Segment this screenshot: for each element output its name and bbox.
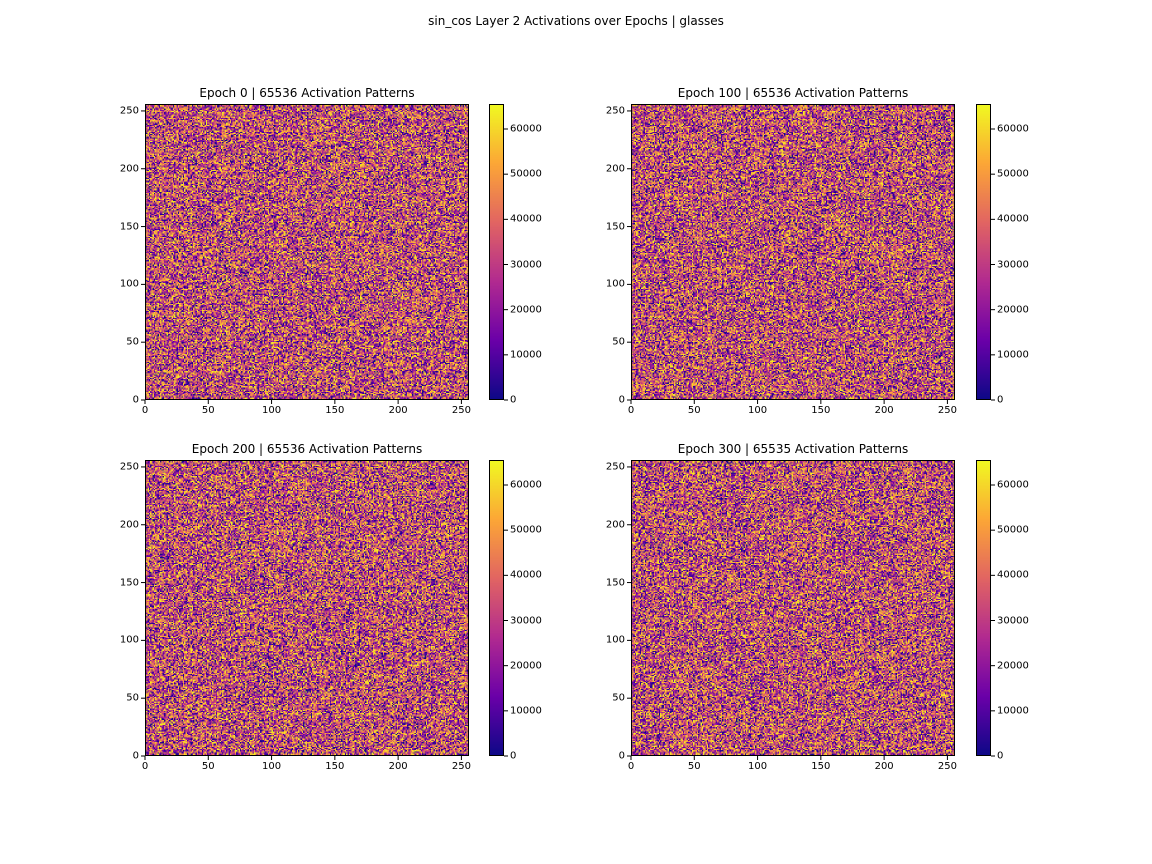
panel-3-xtick-label: 250 bbox=[451, 761, 471, 772]
panel-1-heatmap bbox=[145, 104, 469, 400]
panel-4-colorbar-tick-label: 30000 bbox=[997, 615, 1029, 626]
panel-1-colorbar bbox=[489, 104, 504, 400]
panel-3-colorbar-tick-label: 30000 bbox=[510, 615, 542, 626]
panel-3-colorbar bbox=[489, 460, 504, 756]
panel-2-colorbar-tick-label: 20000 bbox=[997, 304, 1029, 316]
panel-1-ytick-label: 0 bbox=[132, 394, 139, 406]
panel-3-ytick-label: 250 bbox=[119, 461, 139, 473]
panel-4-ytick-label: 200 bbox=[605, 519, 625, 531]
panel-3-colorbar-tick-label: 50000 bbox=[510, 524, 542, 536]
panel-2-title: Epoch 100 | 65536 Activation Patterns bbox=[677, 86, 909, 100]
panel-1-colorbar-tick-label: 40000 bbox=[510, 213, 542, 225]
panel-4-heatmap bbox=[631, 460, 955, 756]
panel-4-ytick-label: 100 bbox=[605, 634, 625, 646]
panel-3-xtick-label: 200 bbox=[388, 761, 408, 772]
panel-4-ytick-label: 150 bbox=[605, 577, 625, 589]
panel-1-colorbar-tick-label: 20000 bbox=[510, 304, 542, 316]
panel-4-xtick-label: 50 bbox=[687, 761, 701, 772]
panel-2-ytick-label: 100 bbox=[605, 278, 625, 290]
panel-1-colorbar-tick-label: 50000 bbox=[510, 168, 542, 180]
panel-4-colorbar-tick-label: 40000 bbox=[997, 569, 1029, 581]
panel-3-ytick-label: 150 bbox=[119, 577, 139, 589]
panel-1-xtick-label: 50 bbox=[201, 405, 215, 416]
panel-4-xtick-label: 100 bbox=[748, 761, 768, 772]
panel-1-ytick-label: 200 bbox=[119, 163, 139, 175]
figure-title: sin_cos Layer 2 Activations over Epochs … bbox=[428, 14, 724, 28]
panel-2-ytick-label: 0 bbox=[618, 394, 625, 406]
panel-3-ytick-label: 200 bbox=[119, 519, 139, 531]
panel-2-xtick-label: 0 bbox=[627, 405, 635, 416]
panel-2-colorbar-tick-label: 40000 bbox=[997, 213, 1029, 225]
panel-3-colorbar-tick-label: 20000 bbox=[510, 660, 542, 672]
panel-1-colorbar-tick-label: 30000 bbox=[510, 259, 542, 270]
panel-4-ytick-label: 50 bbox=[612, 692, 625, 704]
panel-2-heatmap bbox=[631, 104, 955, 400]
panel-4-colorbar-tick-label: 50000 bbox=[997, 524, 1029, 536]
panel-4-ytick-label: 0 bbox=[618, 750, 625, 762]
panel-2-colorbar-tick-label: 60000 bbox=[997, 123, 1029, 135]
panel-1-xtick-label: 200 bbox=[388, 405, 408, 416]
panel-3-ytick-label: 0 bbox=[132, 750, 139, 762]
panel-4-xtick-label: 200 bbox=[874, 761, 894, 772]
panel-3-ytick-label: 50 bbox=[126, 692, 139, 704]
panel-3-title: Epoch 200 | 65536 Activation Patterns bbox=[191, 442, 423, 456]
panel-4-colorbar-tick-label: 10000 bbox=[997, 705, 1029, 717]
panel-3-colorbar-tick-label: 10000 bbox=[510, 705, 542, 717]
panel-2-ytick-label: 150 bbox=[605, 221, 625, 233]
panel-2-xtick-label: 50 bbox=[687, 405, 701, 416]
panel-2-colorbar bbox=[976, 104, 991, 400]
panel-4-colorbar-tick-label: 0 bbox=[997, 750, 1004, 762]
panel-4-colorbar bbox=[976, 460, 991, 756]
panel-4-ytick-label: 250 bbox=[605, 461, 625, 473]
panel-1-colorbar-tick-label: 10000 bbox=[510, 349, 542, 361]
panel-1-colorbar-tick-label: 0 bbox=[510, 394, 517, 406]
panel-2-colorbar-tick-label: 50000 bbox=[997, 168, 1029, 180]
panel-2-xtick-label: 200 bbox=[874, 405, 894, 416]
panel-2-ytick-label: 200 bbox=[605, 163, 625, 175]
panel-2-ytick-label: 50 bbox=[612, 336, 625, 348]
panel-1-colorbar-tick-label: 60000 bbox=[510, 123, 542, 135]
panel-1-ytick-label: 250 bbox=[119, 105, 139, 117]
panel-1-ytick-label: 50 bbox=[126, 336, 139, 348]
panel-1-xtick-label: 0 bbox=[141, 405, 149, 416]
panel-4-xtick-label: 150 bbox=[811, 761, 831, 772]
panel-2-colorbar-tick-label: 30000 bbox=[997, 259, 1029, 270]
panel-3-colorbar-tick-label: 40000 bbox=[510, 569, 542, 581]
panel-1-xtick-label: 250 bbox=[451, 405, 471, 416]
panel-2-xtick-label: 250 bbox=[937, 405, 957, 416]
panel-3-xtick-label: 150 bbox=[325, 761, 345, 772]
panel-3-colorbar-tick-label: 0 bbox=[510, 750, 517, 762]
panel-2-xtick-label: 100 bbox=[748, 405, 768, 416]
panel-2-colorbar-tick-label: 10000 bbox=[997, 349, 1029, 361]
panel-2-ytick-label: 250 bbox=[605, 105, 625, 117]
panel-1-ytick-label: 100 bbox=[119, 278, 139, 290]
panel-2-xtick-label: 150 bbox=[811, 405, 831, 416]
panel-3-xtick-label: 50 bbox=[201, 761, 215, 772]
panel-3-heatmap bbox=[145, 460, 469, 756]
panel-3-ytick-label: 100 bbox=[119, 634, 139, 646]
panel-3-xtick-label: 0 bbox=[141, 761, 149, 772]
panel-2-colorbar-tick-label: 0 bbox=[997, 394, 1004, 406]
panel-4-xtick-label: 250 bbox=[937, 761, 957, 772]
panel-4-colorbar-tick-label: 20000 bbox=[997, 660, 1029, 672]
panel-1-title: Epoch 0 | 65536 Activation Patterns bbox=[199, 86, 415, 100]
panel-1-ytick-label: 150 bbox=[119, 221, 139, 233]
panel-3-colorbar-tick-label: 60000 bbox=[510, 479, 542, 491]
panel-3-xtick-label: 100 bbox=[262, 761, 282, 772]
panel-1-xtick-label: 100 bbox=[262, 405, 282, 416]
panel-4-title: Epoch 300 | 65535 Activation Patterns bbox=[677, 442, 909, 456]
panel-4-colorbar-tick-label: 60000 bbox=[997, 479, 1029, 491]
panel-1-xtick-label: 150 bbox=[325, 405, 345, 416]
panel-4-xtick-label: 0 bbox=[627, 761, 635, 772]
